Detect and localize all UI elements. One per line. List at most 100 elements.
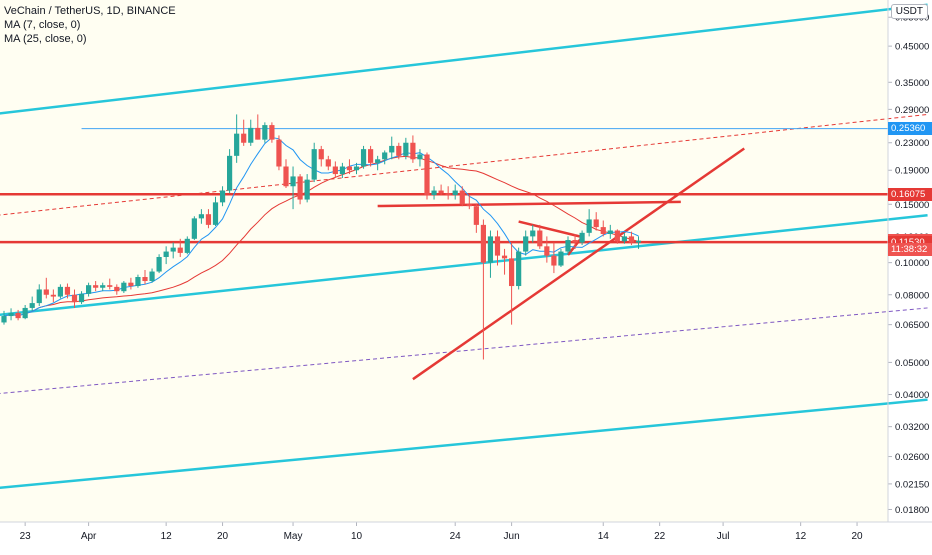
candle-body (107, 285, 113, 287)
x-tick-label-0: 23 (20, 531, 32, 542)
candle-body (410, 142, 416, 160)
candle-87 (614, 229, 620, 244)
candle-42 (297, 174, 303, 205)
candle-35 (248, 119, 254, 146)
candle-body (558, 251, 564, 266)
candle-body (198, 214, 204, 219)
candle-76 (537, 224, 543, 249)
candle-38 (269, 122, 275, 143)
candle-36 (255, 114, 261, 140)
candle-body (57, 286, 63, 297)
candle-68 (480, 219, 486, 360)
candle-37 (262, 122, 268, 143)
candle-6 (43, 277, 49, 299)
candle-58 (410, 135, 416, 163)
candle-39 (276, 135, 282, 171)
candle-31 (219, 186, 226, 207)
candle-56 (396, 142, 402, 160)
candle-12 (86, 282, 92, 297)
candle-body (480, 224, 486, 263)
y-tick-label-5: 0.19000 (895, 166, 929, 177)
candle-body (466, 204, 472, 207)
y-tick-label-13: 0.03200 (895, 422, 929, 433)
candle-67 (473, 204, 479, 233)
candle-body (43, 289, 49, 295)
candle-body (36, 289, 42, 304)
candle-body (389, 145, 395, 153)
candle-body (621, 236, 627, 242)
candle-body (523, 236, 529, 252)
candle-body (71, 294, 78, 303)
x-tick-label-10: Jul (717, 531, 730, 542)
y-tick-label-10: 0.06500 (895, 320, 929, 331)
legend-symbol-title[interactable]: VeChain / TetherUS, 1D, BINANCE (4, 5, 176, 17)
candle-body (452, 190, 458, 195)
candle-body (149, 271, 155, 282)
annotation-channel-lower-2 (0, 398, 928, 490)
x-tick-label-1: Apr (81, 531, 97, 542)
candle-body (86, 285, 92, 294)
candle-44 (311, 142, 317, 183)
candle-16 (114, 284, 120, 295)
candle-body (241, 133, 247, 143)
candle-78 (551, 242, 557, 274)
candle-body (156, 256, 162, 272)
legend-ma25[interactable]: MA (25, close, 0) (4, 33, 87, 45)
candle-body (311, 149, 317, 180)
candle-41 (290, 166, 296, 210)
candle-75 (530, 224, 536, 243)
currency-tag[interactable]: USDT (890, 4, 928, 19)
candle-33 (234, 114, 240, 163)
candle-23 (163, 246, 169, 265)
candle-26 (184, 236, 190, 255)
candle-body (93, 285, 99, 288)
candle-body (516, 251, 522, 287)
legend-ma7[interactable]: MA (7, close, 0) (4, 19, 81, 31)
candle-15 (107, 278, 113, 290)
candle-body (114, 286, 120, 292)
candle-55 (389, 136, 395, 160)
candle-body (614, 230, 620, 242)
annotation-triangle-top-10 (518, 220, 583, 239)
candle-body (459, 190, 465, 205)
candle-61 (431, 186, 437, 200)
candle-body (438, 190, 444, 194)
candle-body (1, 316, 7, 323)
candle-body (50, 294, 56, 297)
candle-57 (403, 137, 409, 160)
candle-body (219, 190, 226, 203)
candle-70 (494, 230, 501, 266)
candle-30 (212, 196, 219, 226)
candle-11 (78, 291, 85, 305)
candle-body (501, 255, 508, 259)
candle-34 (241, 119, 247, 146)
candle-54 (382, 150, 388, 165)
x-tick-label-8: 14 (598, 531, 610, 542)
candle-40 (283, 159, 289, 188)
candle-body (283, 166, 289, 187)
candle-14 (100, 282, 106, 292)
candle-body (262, 125, 268, 140)
candle-52 (368, 145, 374, 167)
candle-29 (205, 209, 212, 229)
candle-body (163, 251, 169, 257)
candle-86 (607, 224, 613, 239)
annotation-channel-upper-0 (0, 3, 928, 115)
candle-62 (438, 184, 444, 195)
price-label-0: 0.25360 (888, 122, 932, 136)
candle-9 (64, 283, 71, 299)
candle-body (276, 139, 282, 167)
candle-body (332, 166, 338, 175)
price-label-4: 11:38:32 (888, 243, 932, 257)
candle-72 (509, 242, 515, 325)
candle-18 (128, 277, 134, 290)
candle-body (269, 125, 275, 140)
candle-body (234, 133, 240, 156)
y-tick-label-4: 0.23000 (895, 138, 929, 149)
candle-71 (501, 248, 508, 275)
candle-79 (558, 248, 564, 268)
candle-32 (227, 149, 233, 194)
y-tick-label-15: 0.02150 (895, 479, 929, 490)
